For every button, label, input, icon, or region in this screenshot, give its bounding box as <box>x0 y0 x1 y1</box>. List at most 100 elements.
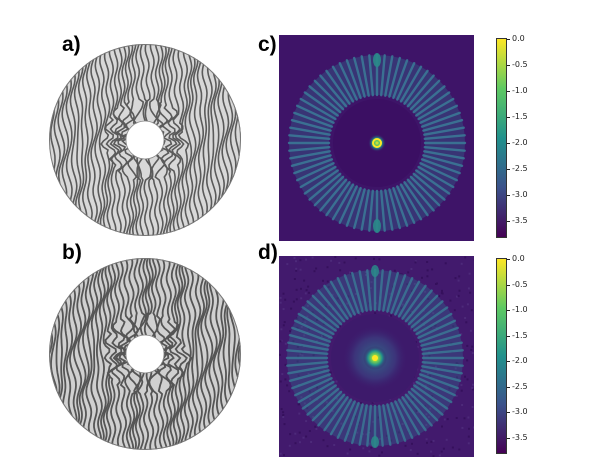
psf-spoke <box>413 384 449 410</box>
noise-pixel <box>339 269 342 272</box>
colorbar-tickmark <box>507 39 510 40</box>
psf-spoke <box>323 396 349 432</box>
noise-pixel <box>414 260 417 263</box>
noise-pixel <box>343 261 346 264</box>
noise-pixel <box>312 354 315 357</box>
noise-pixel <box>438 454 441 457</box>
psf-spoke <box>415 169 451 195</box>
psf-spoke <box>421 360 464 367</box>
fringe-line <box>85 44 94 236</box>
psf-spoke <box>345 186 362 227</box>
psf-spoke <box>420 369 462 383</box>
noise-pixel <box>292 300 295 303</box>
noise-pixel <box>295 260 297 263</box>
noise-pixel <box>432 439 435 442</box>
noise-pixel <box>300 297 303 300</box>
psf-spoke <box>297 312 335 336</box>
colorbar-tickmark <box>507 335 510 337</box>
colorbar-d <box>496 258 507 454</box>
noise-pixel <box>338 261 341 264</box>
noise-pixel <box>467 416 470 419</box>
fringe-line <box>94 258 103 450</box>
fringe-line <box>174 258 188 450</box>
psf-spoke <box>382 404 392 446</box>
fringe-line <box>73 44 82 236</box>
fringe-line <box>120 44 134 236</box>
psf-spoke <box>296 104 335 124</box>
psf-spoke <box>350 403 364 445</box>
psf-spoke <box>407 294 439 326</box>
psf-spoke <box>331 65 355 103</box>
noise-pixel <box>434 365 437 368</box>
noise-pixel <box>429 326 432 329</box>
psf-spoke <box>406 178 435 212</box>
noise-pixel <box>289 433 292 436</box>
noise-pixel <box>456 295 458 298</box>
noise-pixel <box>424 290 427 293</box>
psf-spoke <box>352 188 366 230</box>
psf-spoke <box>288 134 331 141</box>
noise-pixel <box>354 257 357 260</box>
noise-pixel <box>279 353 281 356</box>
psf-heatmap-c <box>279 35 474 241</box>
noise-pixel <box>286 263 289 266</box>
noise-pixel <box>389 292 392 295</box>
noise-pixel <box>281 373 284 376</box>
noise-pixel <box>282 292 285 295</box>
noise-pixel <box>406 283 409 286</box>
psf-spoke <box>386 271 400 313</box>
noise-pixel <box>461 426 464 429</box>
noise-pixel <box>456 376 458 379</box>
fringe-line <box>81 258 91 450</box>
noise-pixel <box>434 324 437 327</box>
psf-spoke <box>323 284 349 320</box>
fringe-line <box>164 258 180 450</box>
noise-pixel <box>283 423 286 426</box>
noise-pixel <box>300 352 303 355</box>
fringe-line <box>107 258 123 450</box>
noise-pixel <box>471 345 474 348</box>
noise-pixel <box>466 303 469 306</box>
psf-spoke <box>404 289 433 323</box>
psf-spoke <box>409 79 441 111</box>
colorbar-tick-label: -1.0 <box>512 86 528 96</box>
noise-pixel <box>322 439 325 442</box>
psf-spoke <box>417 97 455 121</box>
noise-pixel <box>326 280 329 283</box>
psf-spoke <box>368 54 375 97</box>
psf-spoke <box>404 393 433 427</box>
noise-pixel <box>311 256 314 259</box>
fringe-line <box>90 44 98 236</box>
noise-pixel <box>385 434 388 437</box>
noise-pixel <box>307 285 310 288</box>
noise-pixel <box>296 326 299 329</box>
noise-pixel <box>362 447 365 450</box>
noise-pixel <box>323 316 326 319</box>
noise-pixel <box>429 407 432 410</box>
noise-pixel <box>465 321 468 324</box>
noise-pixel <box>436 282 438 285</box>
psf-spoke <box>406 74 435 108</box>
noise-pixel <box>430 440 433 443</box>
psf-spoke <box>421 349 464 356</box>
noise-pixel <box>432 455 435 457</box>
noise-pixel <box>374 312 377 315</box>
psf-spoke <box>422 154 464 168</box>
noise-pixel <box>312 416 315 418</box>
noise-pixel <box>453 309 456 312</box>
noise-pixel <box>473 426 474 429</box>
psf-spoke <box>293 111 334 128</box>
psf-spoke <box>319 178 348 212</box>
psf-spoke <box>360 189 370 231</box>
noise-pixel <box>365 433 368 436</box>
noise-pixel <box>460 262 463 265</box>
fringe-line <box>90 258 99 450</box>
noise-pixel <box>432 312 435 315</box>
colorbar-tick-label: -2.5 <box>512 381 528 391</box>
noise-pixel <box>397 431 400 434</box>
noise-pixel <box>464 375 466 378</box>
psf-spoke <box>299 97 337 121</box>
noise-pixel <box>435 326 438 329</box>
psf-spoke <box>343 401 360 442</box>
noise-pixel <box>282 324 285 327</box>
